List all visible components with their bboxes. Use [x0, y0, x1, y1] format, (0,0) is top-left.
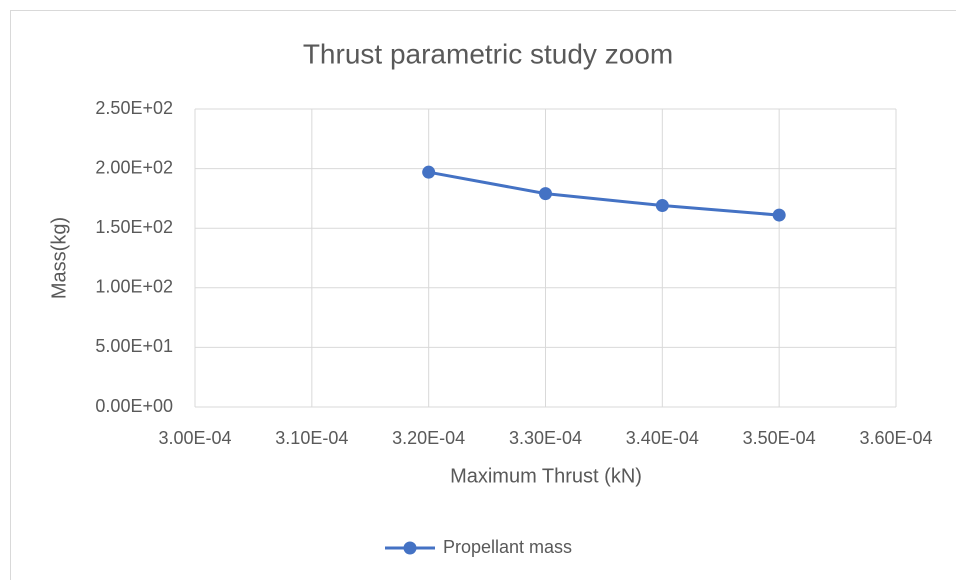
data-point	[772, 208, 786, 222]
x-tick-label: 3.00E-04	[158, 428, 231, 448]
x-tick-label: 3.40E-04	[626, 428, 699, 448]
y-tick-label: 0.00E+00	[95, 396, 173, 416]
data-point	[655, 199, 669, 213]
y-tick-label: 2.50E+02	[95, 98, 173, 118]
x-axis-label: Maximum Thrust (kN)	[450, 465, 642, 487]
legend-swatch-marker	[403, 541, 417, 555]
y-tick-label: 2.00E+02	[95, 157, 173, 177]
x-tick-label: 3.10E-04	[275, 428, 348, 448]
x-tick-label: 3.30E-04	[509, 428, 582, 448]
y-tick-label: 5.00E+01	[95, 336, 173, 356]
legend-label: Propellant mass	[443, 537, 572, 557]
data-point	[422, 165, 436, 179]
x-tick-label: 3.60E-04	[859, 428, 932, 448]
x-tick-label: 3.20E-04	[392, 428, 465, 448]
data-point	[539, 187, 552, 201]
y-axis-label: Mass(kg)	[48, 217, 70, 299]
x-tick-label: 3.50E-04	[743, 428, 816, 448]
y-tick-label: 1.50E+02	[95, 217, 173, 237]
chart-border	[10, 10, 956, 580]
chart-title: Thrust parametric study zoom	[303, 38, 673, 69]
y-tick-label: 1.00E+02	[95, 277, 173, 297]
series-line	[428, 170, 780, 217]
